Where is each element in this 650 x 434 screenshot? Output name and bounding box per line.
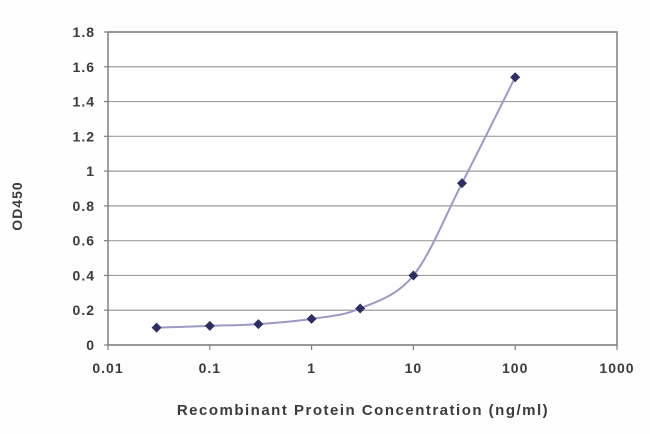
y-tick-label: 0.8	[73, 198, 95, 214]
data-point-marker	[306, 313, 317, 324]
y-tick-label: 0.2	[73, 302, 95, 318]
data-point-marker	[253, 319, 264, 330]
x-tick-label: 0.1	[199, 360, 221, 376]
data-point-marker	[204, 320, 215, 331]
plot-border	[107, 31, 618, 346]
y-tick-label: 0.6	[73, 233, 95, 249]
x-tick-label: 1000	[599, 360, 634, 376]
y-tick-label: 1.6	[73, 59, 95, 75]
data-point-marker	[456, 178, 467, 189]
y-tick-label: 0.4	[73, 267, 95, 283]
x-tick-label: 100	[502, 360, 528, 376]
data-point-marker	[510, 72, 521, 83]
y-tick-label: 1	[86, 163, 95, 179]
x-axis-title: Recombinant Protein Concentration (ng/ml…	[176, 402, 550, 419]
data-point-marker	[151, 322, 162, 333]
data-point-marker	[408, 270, 419, 281]
y-tick-label: 1.4	[73, 94, 95, 110]
y-tick-labels: 0 0.2 0.4 0.6 0.8 1 1.2 1.4 1.6 1.8	[73, 24, 95, 353]
y-tick-label: 0	[86, 337, 95, 353]
data-point-marker	[355, 303, 366, 314]
y-tick-label: 1.2	[73, 128, 95, 144]
series-markers	[151, 72, 521, 333]
x-tick-label: 1	[307, 360, 316, 376]
x-tick-labels: 0.01 0.1 1 10 100 1000	[92, 360, 634, 376]
x-tick-label: 10	[405, 360, 423, 376]
y-tick-label: 1.8	[73, 24, 95, 40]
plot-area	[108, 32, 617, 345]
x-tick-label: 0.01	[92, 360, 123, 376]
